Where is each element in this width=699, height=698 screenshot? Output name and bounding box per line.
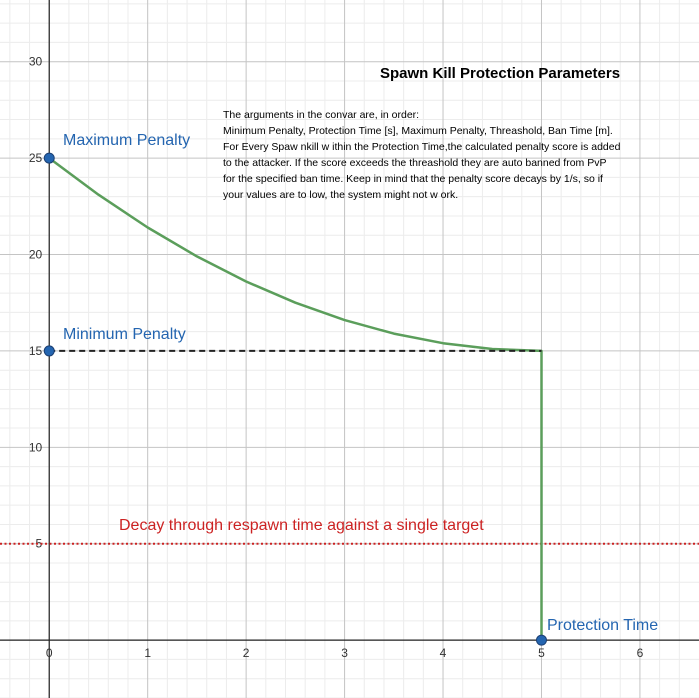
chart-title: Spawn Kill Protection Parameters bbox=[380, 65, 620, 82]
x-tick-label: 6 bbox=[637, 646, 644, 660]
data-point bbox=[535, 634, 547, 646]
description-line: Minimum Penalty, Protection Time [s], Ma… bbox=[223, 125, 613, 137]
y-tick-label: 20 bbox=[29, 248, 43, 262]
description-line: your values are to low, the system might… bbox=[223, 189, 458, 201]
y-tick-label: 15 bbox=[29, 344, 43, 358]
y-tick-label: 30 bbox=[29, 55, 43, 69]
x-tick-label: 5 bbox=[538, 646, 545, 660]
description-line: For Every Spaw nkill w ithin the Protect… bbox=[223, 141, 621, 153]
point-label-protection-time: Protection Time bbox=[547, 617, 658, 634]
point-label-minimum-penalty: Minimum Penalty bbox=[63, 326, 186, 343]
x-tick-label: 2 bbox=[243, 646, 250, 660]
description-line: to the attacker. If the score exceeds th… bbox=[223, 157, 606, 169]
y-tick-label: 5 bbox=[36, 537, 43, 551]
y-tick-label: 10 bbox=[29, 440, 43, 454]
x-tick-label: 4 bbox=[440, 646, 447, 660]
description-line: for the specified ban time. Keep in mind… bbox=[223, 173, 603, 185]
description-block: The arguments in the convar are, in orde… bbox=[223, 109, 621, 201]
description-line: The arguments in the convar are, in orde… bbox=[223, 109, 419, 121]
series-layer bbox=[0, 157, 699, 641]
x-tick-label: 1 bbox=[144, 646, 151, 660]
x-tick-label: 0 bbox=[46, 646, 53, 660]
data-point bbox=[43, 345, 55, 357]
point-label-maximum-penalty: Maximum Penalty bbox=[63, 132, 190, 149]
points-layer bbox=[43, 152, 547, 646]
penalty-curve bbox=[48, 157, 543, 641]
decay-label: Decay through respawn time against a sin… bbox=[119, 517, 484, 534]
x-tick-label: 3 bbox=[341, 646, 348, 660]
tick-labels: 0 1 2 3 4 5 6 5 10 15 20 25 30 bbox=[29, 55, 644, 660]
data-point bbox=[43, 152, 55, 164]
y-tick-label: 25 bbox=[29, 151, 43, 165]
